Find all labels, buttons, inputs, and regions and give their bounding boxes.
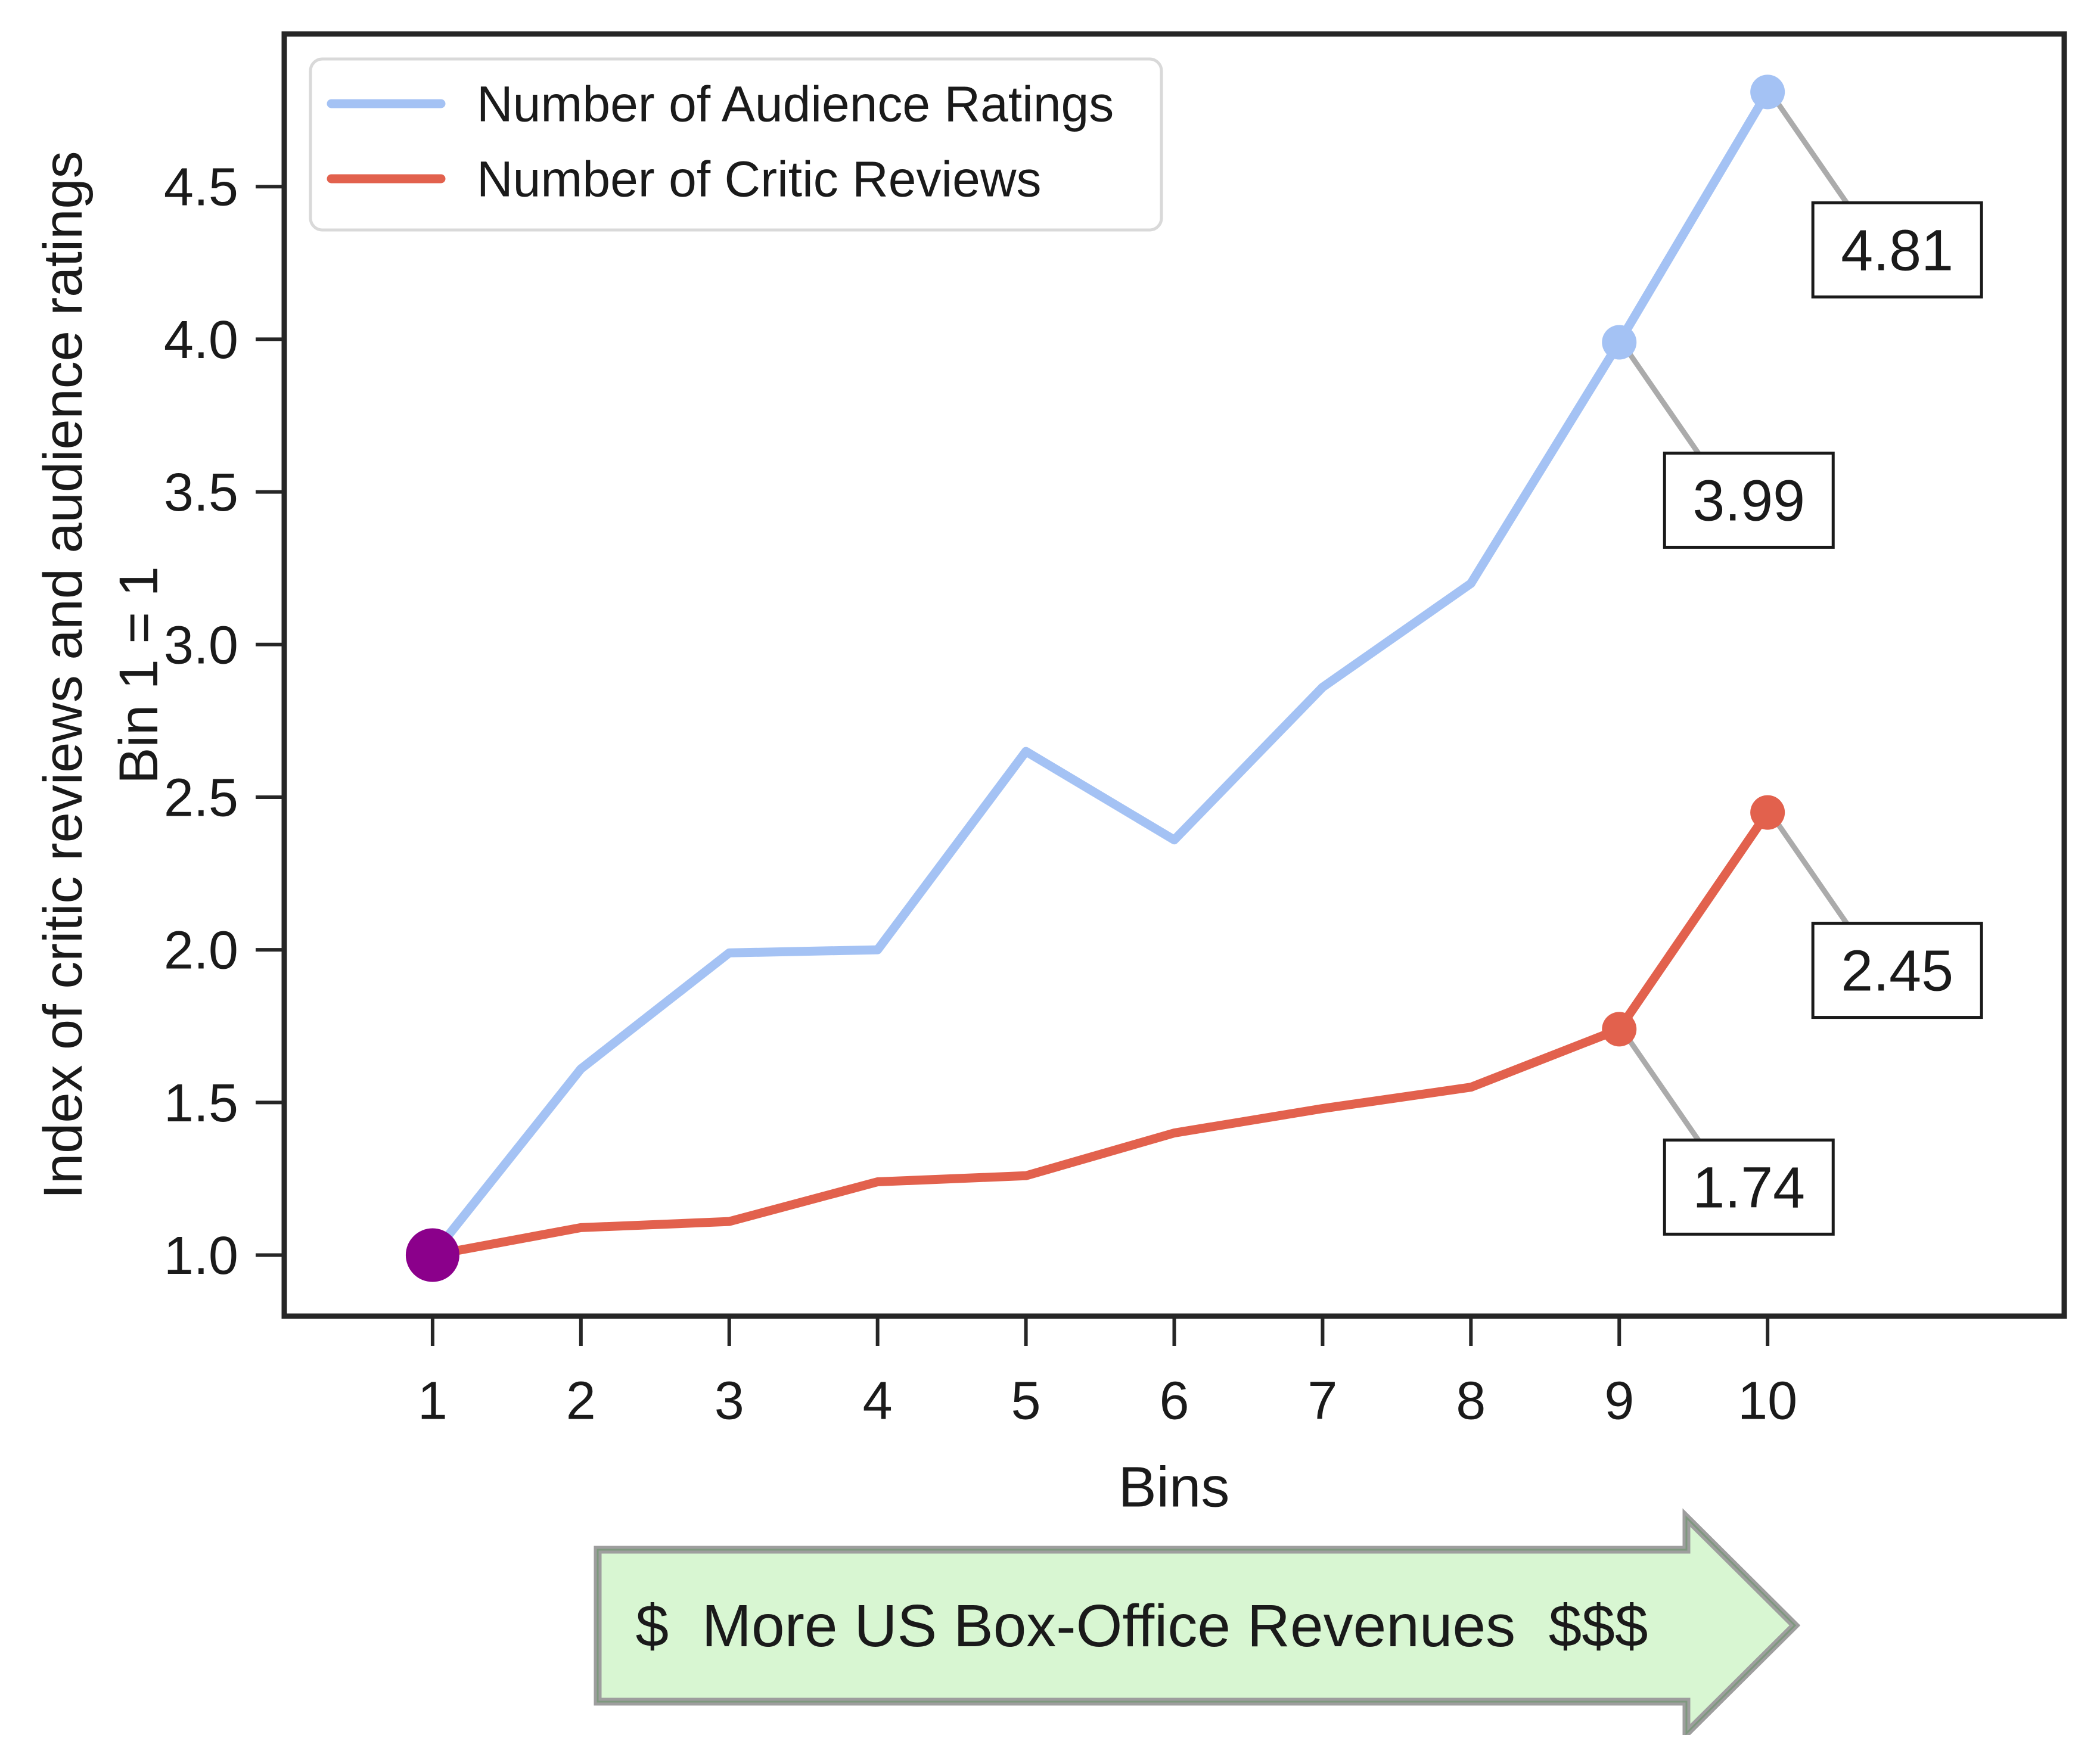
y-tick-label: 1.0 bbox=[164, 1226, 238, 1286]
annotation-leader-lines bbox=[1627, 102, 1850, 1143]
arrow-banner-text: $ More US Box-Office Revenues $$$ bbox=[636, 1593, 1648, 1659]
annotation-value-label: 3.99 bbox=[1692, 468, 1805, 533]
x-tick-label: 2 bbox=[566, 1372, 596, 1431]
annotation-leader-line bbox=[1776, 102, 1850, 206]
x-tick-label: 3 bbox=[715, 1372, 744, 1431]
legend-box bbox=[309, 57, 1163, 232]
data-series-lines bbox=[428, 87, 1772, 1260]
annotation-leader-line bbox=[1776, 823, 1850, 926]
legend: Number of Audience Ratings Number of Cri… bbox=[309, 57, 1163, 232]
legend-label-critic-reviews: Number of Critic Reviews bbox=[477, 151, 1042, 207]
y-tick-label: 2.5 bbox=[164, 768, 238, 828]
x-axis-label: Bins bbox=[1119, 1456, 1230, 1519]
data-point-marker bbox=[1602, 325, 1637, 360]
box-office-arrow-banner: $ More US Box-Office Revenues $$$ bbox=[594, 1508, 1801, 1738]
y-tick-label: 4.5 bbox=[164, 158, 238, 217]
x-tick-label: 7 bbox=[1307, 1372, 1337, 1431]
y-tick-label: 4.0 bbox=[164, 310, 238, 370]
annotation-value-label: 1.74 bbox=[1692, 1155, 1805, 1220]
x-tick-label: 9 bbox=[1604, 1372, 1634, 1431]
annotation-leader-line bbox=[1627, 1039, 1701, 1143]
y-axis-label-line1: Index of critic reviews and audience rat… bbox=[33, 151, 94, 1199]
y-axis-ticks: 1.0 1.5 2.0 2.5 3.0 3.5 4.0 4.5 bbox=[164, 158, 282, 1286]
plot-border bbox=[281, 31, 2067, 1319]
series-line-audience-ratings bbox=[428, 87, 1772, 1260]
data-point-marker bbox=[1602, 1012, 1637, 1047]
y-axis-label-line2: Bin 1 = 1 bbox=[108, 566, 169, 784]
legend-label-audience-ratings: Number of Audience Ratings bbox=[477, 76, 1114, 132]
x-tick-label: 8 bbox=[1456, 1372, 1486, 1431]
x-tick-label: 10 bbox=[1738, 1372, 1797, 1431]
annotation-leader-line bbox=[1627, 352, 1701, 456]
y-tick-label: 3.5 bbox=[164, 463, 238, 523]
annotation-box bbox=[1811, 922, 1983, 1019]
annotation-box bbox=[1811, 201, 1983, 299]
y-tick-label: 1.5 bbox=[164, 1074, 238, 1133]
x-tick-label: 1 bbox=[418, 1372, 448, 1431]
x-axis-ticks: 1 2 3 4 5 6 7 8 9 10 bbox=[418, 1319, 1797, 1431]
annotation-box bbox=[1663, 1138, 1835, 1236]
series-line-critic-reviews bbox=[428, 808, 1772, 1260]
data-point-marker bbox=[1750, 795, 1785, 830]
x-tick-label: 5 bbox=[1011, 1372, 1041, 1431]
data-point-marker bbox=[1750, 74, 1785, 110]
annotation-value-label: 4.81 bbox=[1841, 217, 1953, 282]
x-tick-label: 6 bbox=[1159, 1372, 1189, 1431]
x-tick-label: 4 bbox=[863, 1372, 893, 1431]
annotation-box bbox=[1663, 452, 1835, 549]
annotation-value-label: 2.45 bbox=[1841, 938, 1953, 1003]
y-tick-label: 3.0 bbox=[164, 615, 238, 675]
annotation-boxes: 4.81 3.99 2.45 1.74 bbox=[1663, 201, 1983, 1236]
data-point-markers bbox=[405, 74, 1785, 1282]
arrow-shape-inner-edge bbox=[597, 1515, 1797, 1736]
y-tick-label: 2.0 bbox=[164, 921, 238, 981]
baseline-highlight-dot bbox=[405, 1228, 459, 1282]
